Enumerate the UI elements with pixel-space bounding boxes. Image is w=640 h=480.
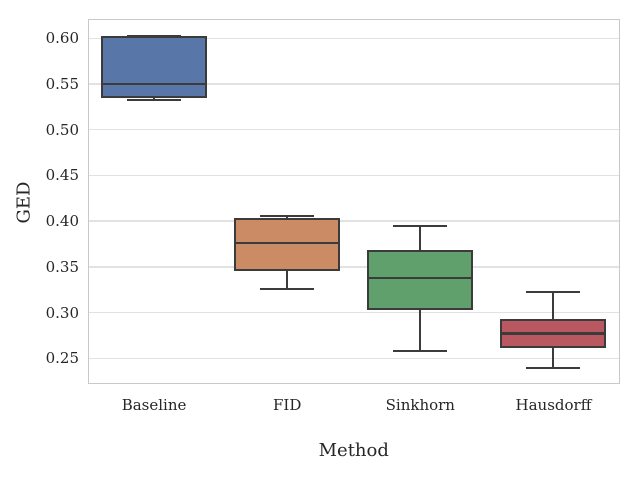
x-axis-label: Method (318, 440, 389, 461)
whisker-cap-upper-hausdorff (526, 290, 581, 293)
whisker-cap-lower-hausdorff (526, 366, 581, 369)
y-tick-label-0.30: 0.30 (45, 303, 79, 322)
gridline-0.45 (87, 174, 620, 177)
x-tick-label-hausdorff: Hausdorff (515, 396, 592, 414)
whisker-upper-hausdorff (552, 291, 555, 320)
whisker-cap-lower-fid (260, 287, 315, 290)
whisker-upper-sinkhorn (419, 225, 422, 250)
x-tick-label-sinkhorn: Sinkhorn (385, 396, 455, 414)
y-tick-label-0.55: 0.55 (45, 74, 79, 93)
x-tick-label-fid: FID (273, 396, 302, 414)
gridline-0.60 (87, 37, 620, 39)
median-baseline (101, 82, 208, 86)
median-hausdorff (500, 332, 607, 335)
x-tick-label-baseline: Baseline (121, 396, 187, 414)
box-sinkhorn (367, 249, 474, 310)
y-tick-label-0.35: 0.35 (45, 257, 79, 276)
whisker-lower-hausdorff (552, 348, 555, 368)
whisker-upper-fid (286, 215, 289, 219)
gridline-0.55 (87, 83, 620, 85)
gridline-0.30 (87, 311, 620, 314)
y-tick-label-0.60: 0.60 (45, 29, 79, 48)
whisker-lower-fid (286, 271, 289, 289)
y-tick-label-0.25: 0.25 (45, 349, 79, 368)
whisker-cap-lower-baseline (127, 99, 182, 102)
plot-area (87, 19, 620, 384)
box-fid (234, 218, 341, 272)
gridline-0.25 (87, 357, 620, 360)
whisker-cap-lower-sinkhorn (393, 350, 448, 353)
y-tick-label-0.50: 0.50 (45, 120, 79, 139)
gridline-0.35 (87, 266, 620, 268)
box-baseline (101, 36, 208, 98)
whisker-lower-baseline (153, 97, 156, 101)
y-tick-label-0.40: 0.40 (45, 212, 79, 231)
median-fid (234, 241, 341, 245)
gridline-0.50 (87, 128, 620, 131)
gridline-0.40 (87, 220, 620, 222)
whisker-cap-upper-fid (260, 214, 315, 217)
median-sinkhorn (367, 276, 474, 280)
whisker-lower-sinkhorn (419, 309, 422, 352)
y-tick-label-0.45: 0.45 (45, 166, 79, 185)
whisker-cap-upper-sinkhorn (393, 224, 448, 227)
